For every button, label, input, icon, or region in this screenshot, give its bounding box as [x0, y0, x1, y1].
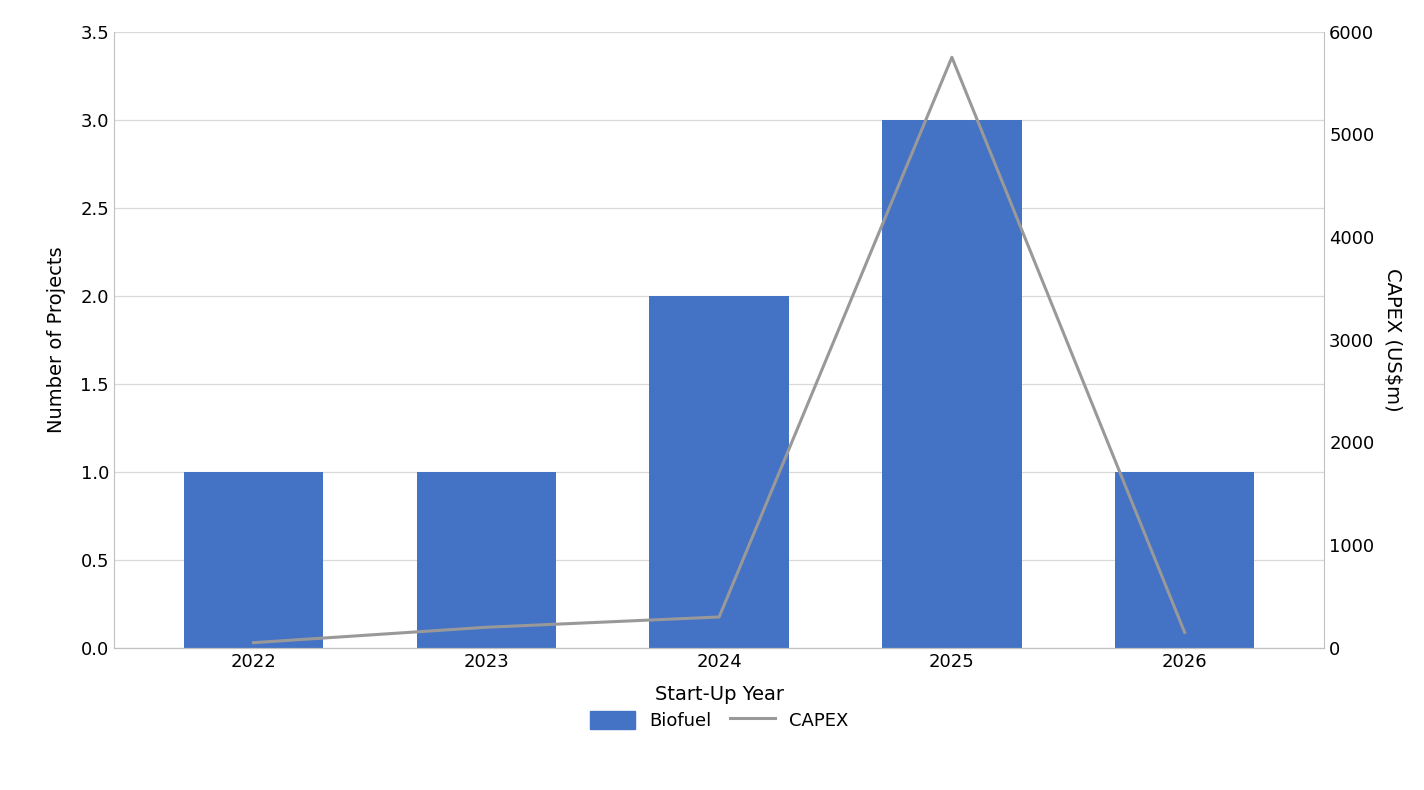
Y-axis label: Number of Projects: Number of Projects	[47, 246, 67, 433]
Bar	[184, 472, 323, 648]
Bar	[881, 119, 1021, 648]
Legend: Biofuel, CAPEX: Biofuel, CAPEX	[582, 704, 856, 737]
Bar	[1115, 472, 1255, 648]
Y-axis label: CAPEX (US$m): CAPEX (US$m)	[1383, 268, 1403, 412]
Bar	[416, 472, 557, 648]
X-axis label: Start-Up Year: Start-Up Year	[655, 685, 783, 704]
Bar	[649, 295, 789, 648]
